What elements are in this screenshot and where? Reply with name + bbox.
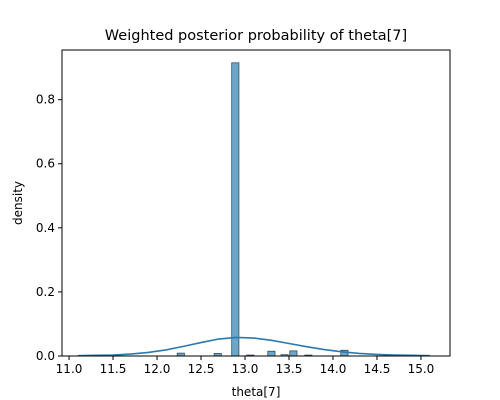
y-tick-label-0: 0.0 bbox=[36, 349, 55, 363]
x-tick-label-3: 12.5 bbox=[188, 362, 215, 376]
histogram-bar-2 bbox=[231, 62, 240, 357]
x-tick-label-0: 11.0 bbox=[56, 362, 83, 376]
x-tick-label-4: 13.0 bbox=[232, 362, 259, 376]
y-tick-label-2: 0.4 bbox=[36, 221, 55, 235]
x-tick-label-2: 12.0 bbox=[144, 362, 171, 376]
plot-frame bbox=[61, 49, 451, 357]
x-tick-label-8: 15.0 bbox=[408, 362, 435, 376]
x-axis-label: theta[7] bbox=[232, 385, 281, 399]
axes: 11.0 11.5 12.0 12.5 13.0 13.5 14.0 14.5 15.0 0.0 0… bbox=[36, 49, 451, 376]
x-tick-label-6: 14.0 bbox=[320, 362, 347, 376]
kde-curve-group bbox=[77, 336, 430, 357]
histogram-bar-4 bbox=[267, 350, 276, 357]
y-axis-label: density bbox=[11, 181, 25, 225]
histogram-bar-6 bbox=[289, 350, 298, 357]
histogram-bars bbox=[176, 62, 349, 357]
x-tick-label-7: 14.5 bbox=[364, 362, 391, 376]
x-tick-label-1: 11.5 bbox=[100, 362, 127, 376]
chart-title: Weighted posterior probability of theta[… bbox=[105, 28, 407, 44]
y-tick-label-1: 0.2 bbox=[36, 285, 55, 299]
kde-curve bbox=[77, 336, 430, 357]
y-tick-label-3: 0.6 bbox=[36, 157, 55, 171]
y-tick-label-4: 0.8 bbox=[36, 93, 55, 107]
x-tick-label-5: 13.5 bbox=[276, 362, 303, 376]
